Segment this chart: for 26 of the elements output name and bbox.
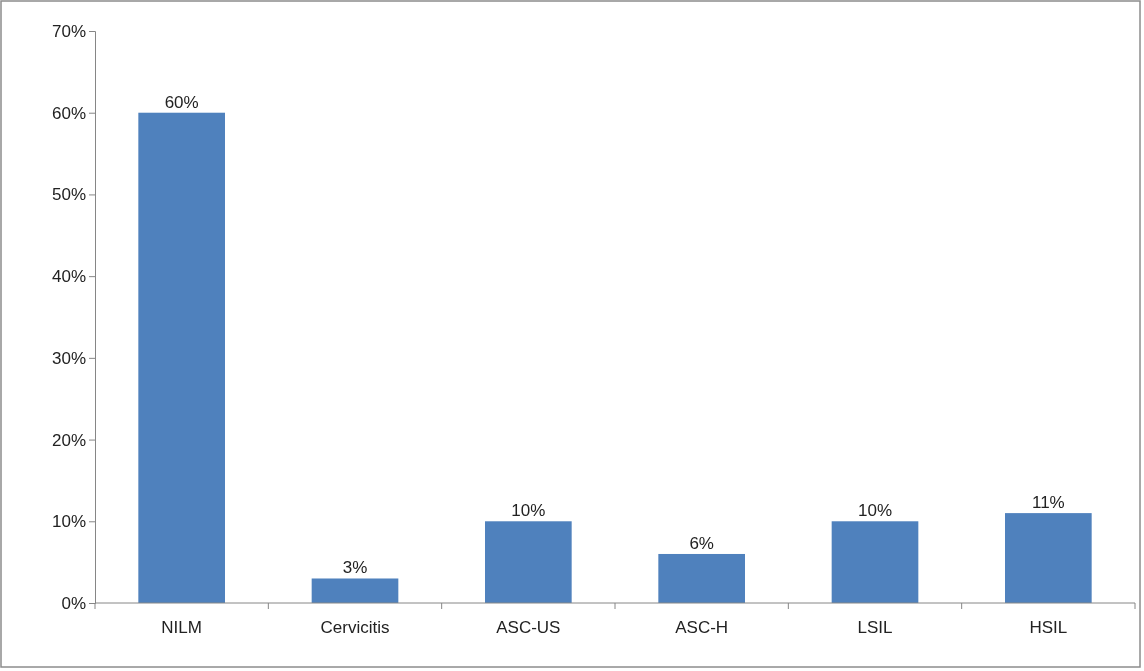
x-tick-label: LSIL	[857, 618, 893, 637]
x-tick-label: HSIL	[1029, 618, 1068, 637]
x-tick-label: ASC-H	[675, 618, 729, 637]
y-tick-label: 30%	[51, 348, 86, 368]
bar	[138, 112, 225, 603]
bar	[831, 521, 919, 603]
bar	[658, 553, 745, 603]
data-label: 3%	[342, 558, 368, 578]
data-label: 11%	[1031, 493, 1065, 513]
y-tick-label: 10%	[51, 512, 86, 532]
bar	[1005, 513, 1092, 603]
data-label: 6%	[689, 533, 714, 553]
bar	[485, 521, 572, 603]
data-label: 60%	[164, 92, 199, 112]
x-tick-label: NILM	[161, 618, 202, 637]
x-tick-label: ASC-US	[496, 618, 561, 637]
y-tick-label: 20%	[51, 430, 86, 450]
y-tick-label: 40%	[51, 267, 86, 287]
y-tick-label: 60%	[51, 103, 86, 123]
data-label: 10%	[511, 501, 546, 521]
x-tick-label: Cervicitis	[320, 618, 390, 637]
data-label: 10%	[857, 501, 893, 521]
y-tick-label: 0%	[61, 593, 86, 613]
y-tick-label: 70%	[51, 21, 86, 41]
bar	[311, 578, 399, 603]
y-tick-label: 50%	[51, 185, 86, 205]
